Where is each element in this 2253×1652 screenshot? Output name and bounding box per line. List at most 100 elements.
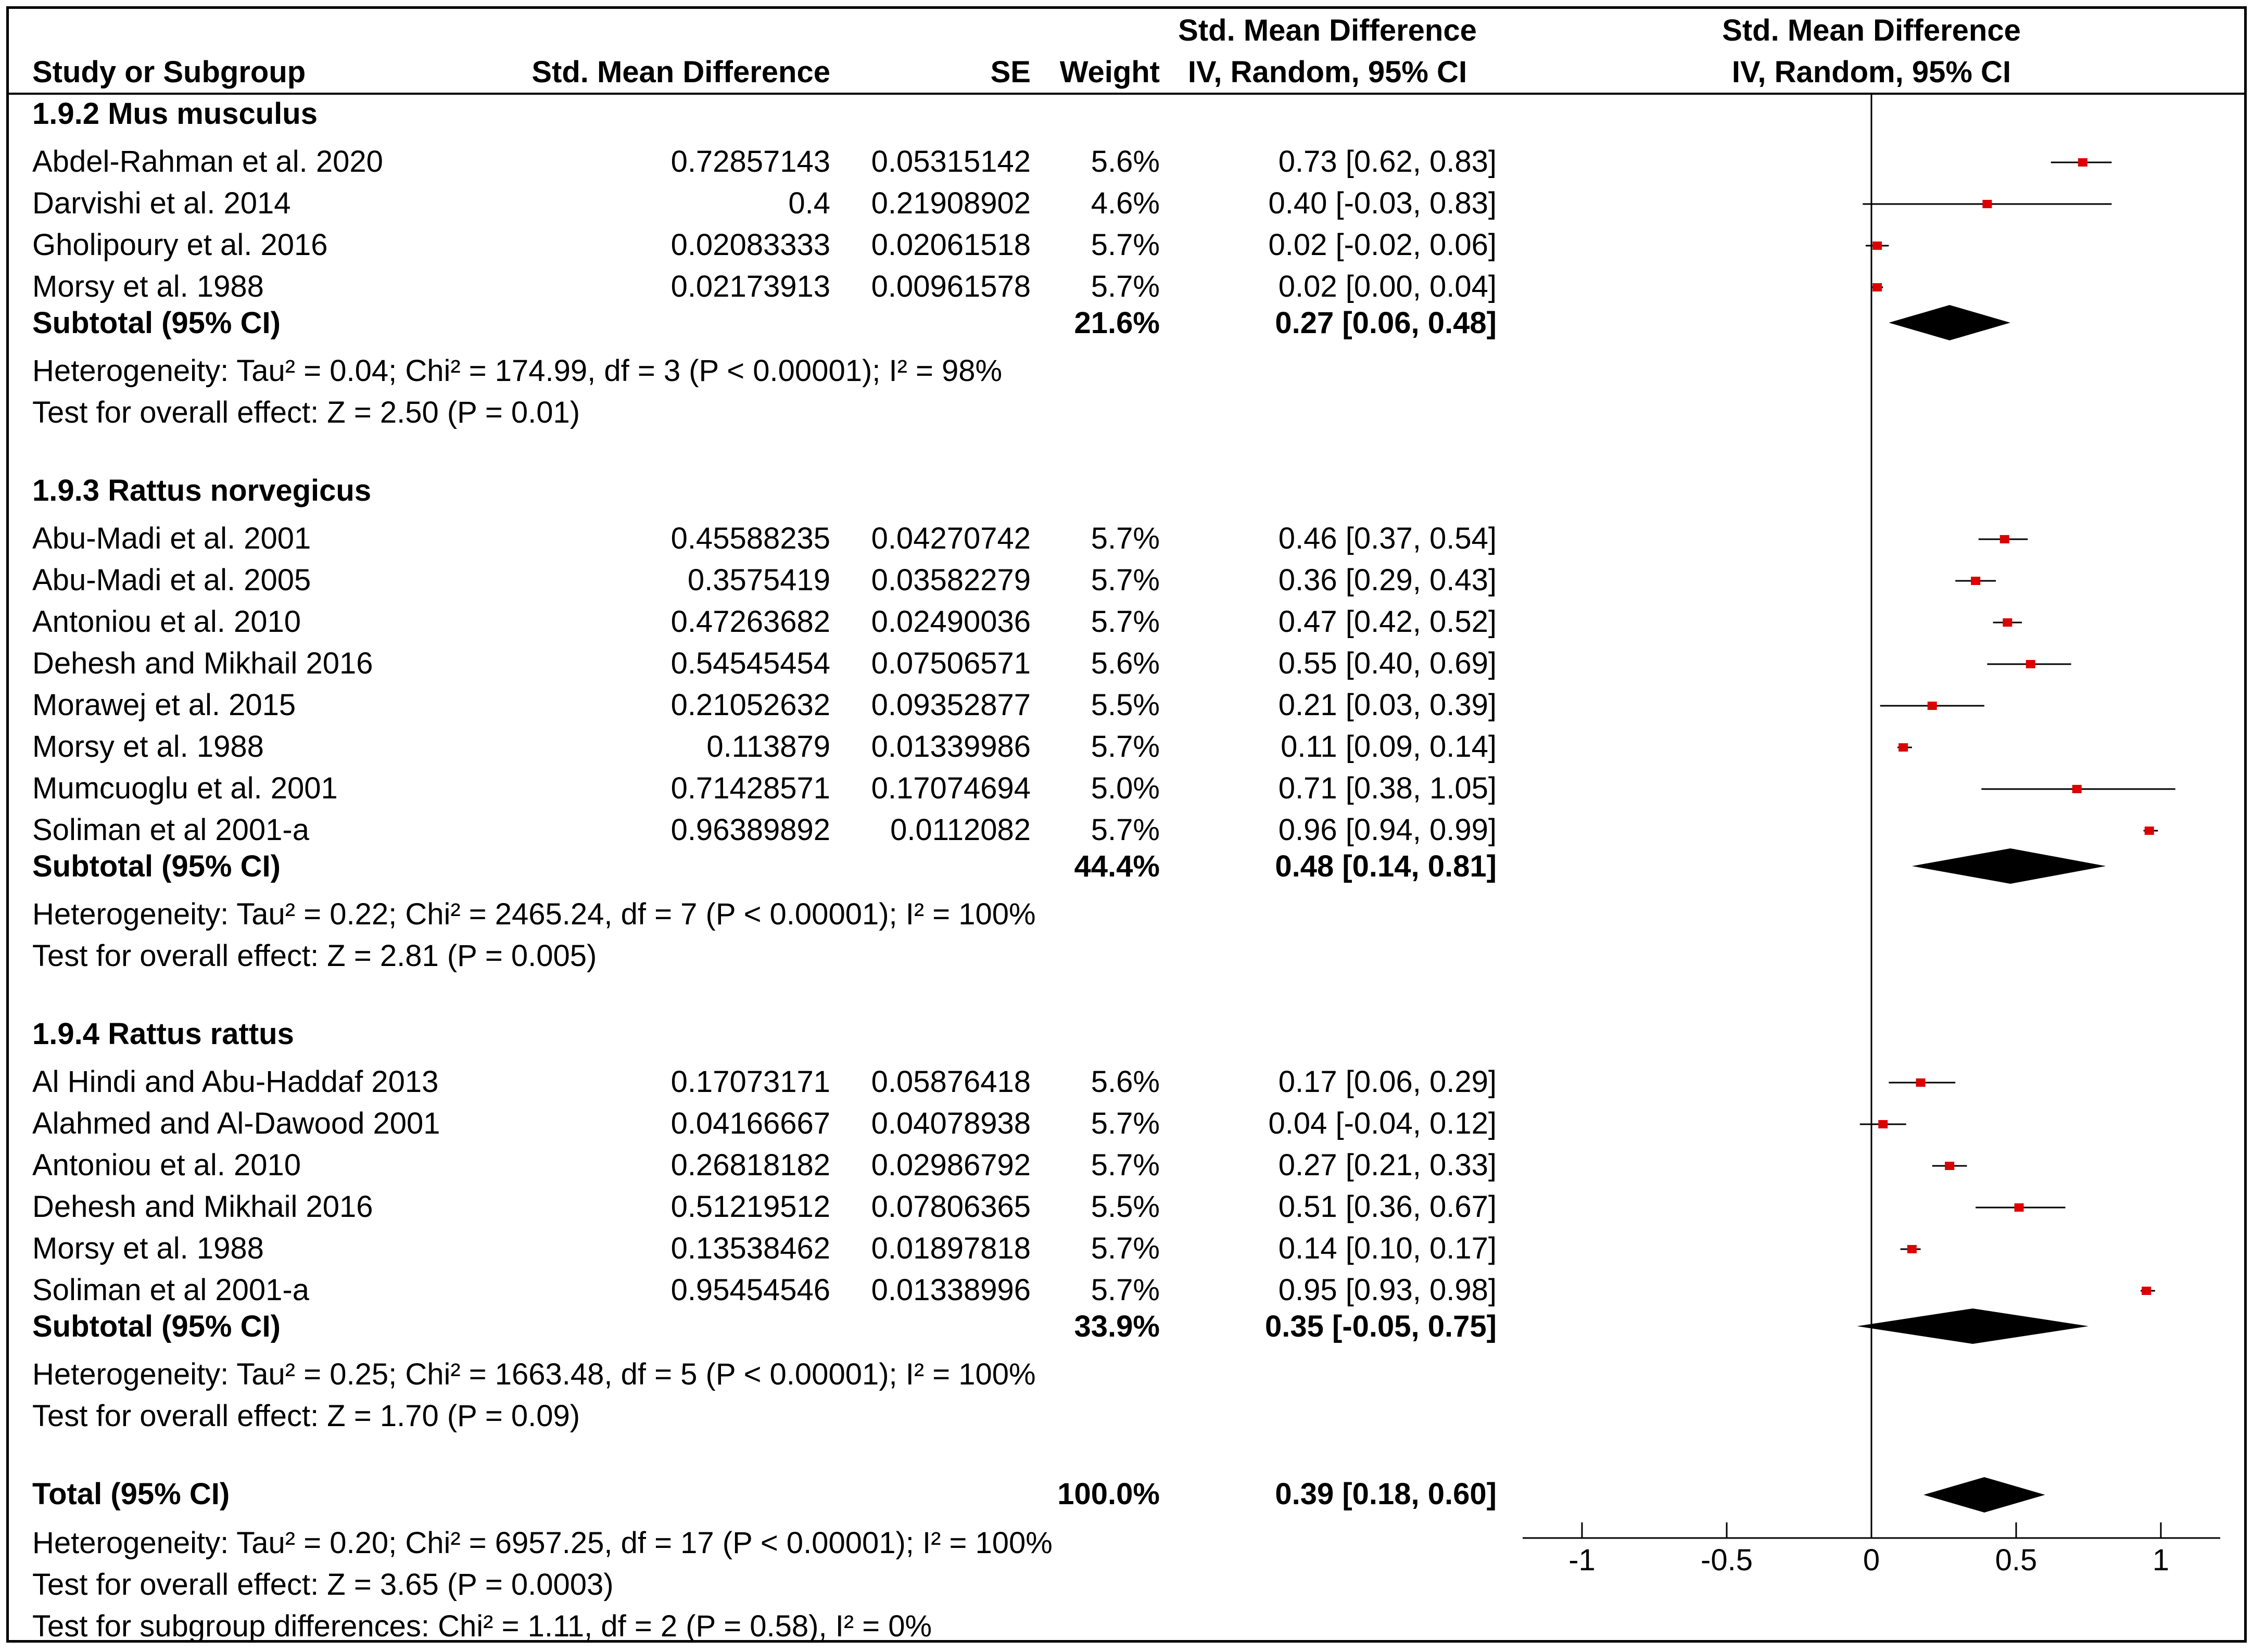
study-smd: 0.02173913: [671, 270, 830, 303]
overall-effect-text: Test for overall effect: Z = 2.81 (P = 0…: [32, 939, 597, 973]
study-ci: 0.02 [-0.02, 0.06]: [1268, 228, 1497, 262]
study-point: [1872, 242, 1882, 250]
study-smd: 0.17073171: [671, 1065, 830, 1099]
table-row: Alahmed and Al-Dawood 2001 0.04166667 0.…: [32, 1107, 1497, 1140]
heterogeneity-text: Heterogeneity: Tau² = 0.22; Chi² = 2465.…: [32, 897, 1036, 931]
table-row: Soliman et al 2001-a 0.96389892 0.011208…: [32, 813, 1497, 847]
header-ci-line2: IV, Random, 95% CI: [1188, 55, 1467, 89]
study-name: Abu-Madi et al. 2001: [32, 522, 311, 555]
study-point: [2072, 785, 2082, 793]
study-weight: 5.7%: [1091, 1273, 1160, 1307]
study-se: 0.01339986: [871, 730, 1031, 764]
study-ci: 0.55 [0.40, 0.69]: [1279, 646, 1497, 680]
study-name: Mumcuoglu et al. 2001: [32, 771, 338, 805]
study-weight: 5.6%: [1091, 646, 1160, 680]
study-se: 0.04270742: [871, 522, 1031, 555]
study-smd: 0.96389892: [671, 813, 830, 847]
study-smd: 0.4: [788, 186, 830, 220]
table-row: Soliman et al 2001-a 0.95454546 0.013389…: [32, 1273, 1497, 1307]
study-smd: 0.13538462: [671, 1231, 830, 1265]
study-weight: 5.0%: [1091, 771, 1160, 805]
subtotal-weight: 33.9%: [1074, 1310, 1160, 1343]
table-row: Morsy et al. 1988 0.113879 0.01339986 5.…: [32, 730, 1497, 764]
study-smd: 0.04166667: [671, 1107, 830, 1140]
table-row: Abu-Madi et al. 2001 0.45588235 0.042707…: [32, 522, 1497, 555]
x-axis-tick-label: 0: [1863, 1543, 1880, 1577]
plot-area: -1 -0.5 0 0.5 1: [1523, 94, 2220, 1577]
study-ci: 0.71 [0.38, 1.05]: [1279, 771, 1497, 805]
table-row: Antoniou et al. 2010 0.26818182 0.029867…: [32, 1148, 1497, 1182]
study-point: [1945, 1162, 1955, 1170]
study-weight: 4.6%: [1091, 186, 1160, 220]
subgroup-difference-text: Test for subgroup differences: Chi² = 1.…: [32, 1609, 932, 1643]
study-point: [2003, 618, 2012, 627]
x-axis-tick-label: -0.5: [1701, 1543, 1753, 1577]
study-name: Soliman et al 2001-a: [32, 813, 310, 847]
total-row: Total (95% CI) 100.0% 0.39 [0.18, 0.60]: [32, 1477, 1497, 1511]
total-label: Total (95% CI): [32, 1477, 230, 1511]
study-point: [1982, 200, 1992, 208]
study-ci: 0.11 [0.09, 0.14]: [1281, 730, 1497, 764]
total-overall-effect-text: Test for overall effect: Z = 3.65 (P = 0…: [32, 1568, 614, 1602]
study-smd: 0.47263682: [671, 605, 830, 639]
study-smd: 0.45588235: [671, 522, 830, 555]
study-smd: 0.54545454: [671, 646, 830, 680]
study-name: Morsy et al. 1988: [32, 270, 264, 303]
study-name: Morsy et al. 1988: [32, 730, 264, 764]
study-smd: 0.26818182: [671, 1148, 830, 1182]
study-point: [1999, 535, 2009, 543]
study-point: [2142, 1287, 2151, 1295]
study-weight: 5.7%: [1091, 813, 1160, 847]
study-point: [1971, 577, 1981, 585]
subtotal-ci: 0.48 [0.14, 0.81]: [1275, 849, 1497, 883]
total-ci: 0.39 [0.18, 0.60]: [1275, 1477, 1497, 1511]
study-point: [2026, 660, 2035, 668]
header-plot-line1: Std. Mean Difference: [1722, 14, 2021, 47]
subtotal-diamond: [1857, 1308, 2089, 1344]
study-point: [1916, 1078, 1926, 1087]
study-ci: 0.36 [0.29, 0.43]: [1279, 563, 1497, 597]
x-axis-tick-label: 0.5: [1995, 1543, 2037, 1577]
subtotal-label: Subtotal (95% CI): [32, 306, 281, 340]
study-se: 0.04078938: [871, 1107, 1031, 1140]
subtotal-ci: 0.35 [-0.05, 0.75]: [1265, 1310, 1497, 1343]
study-name: Morawej et al. 2015: [32, 688, 296, 722]
study-point: [2014, 1203, 2024, 1212]
header-plot-line2: IV, Random, 95% CI: [1732, 55, 2011, 89]
table-row: Dehesh and Mikhail 2016 0.54545454 0.075…: [32, 646, 1497, 680]
study-se: 0.17074694: [871, 771, 1031, 805]
study-weight: 5.7%: [1091, 522, 1160, 555]
study-se: 0.02061518: [871, 228, 1031, 262]
study-name: Alahmed and Al-Dawood 2001: [32, 1107, 440, 1140]
subgroup-title: 1.9.4 Rattus rattus: [32, 1017, 294, 1051]
table-row: Abu-Madi et al. 2005 0.3575419 0.0358227…: [32, 563, 1497, 597]
subtotal-row: Subtotal (95% CI) 33.9% 0.35 [-0.05, 0.7…: [32, 1310, 1497, 1343]
study-weight: 5.7%: [1091, 1107, 1160, 1140]
study-point: [2144, 827, 2154, 835]
study-weight: 5.7%: [1091, 1231, 1160, 1265]
table-row: Al Hindi and Abu-Haddaf 2013 0.17073171 …: [32, 1065, 1497, 1099]
study-point: [1927, 702, 1937, 710]
study-se: 0.03582279: [871, 563, 1031, 597]
total-diamond: [1923, 1477, 2045, 1513]
header-weight: Weight: [1060, 55, 1160, 89]
study-ci: 0.21 [0.03, 0.39]: [1279, 688, 1497, 722]
study-ci: 0.04 [-0.04, 0.12]: [1268, 1107, 1497, 1140]
study-point: [2078, 158, 2087, 167]
study-name: Dehesh and Mikhail 2016: [32, 646, 373, 680]
study-weight: 5.6%: [1091, 145, 1160, 179]
study-ci: 0.46 [0.37, 0.54]: [1279, 522, 1497, 555]
study-smd: 0.21052632: [671, 688, 830, 722]
header-ci-line1: Std. Mean Difference: [1178, 14, 1477, 47]
table-row: Darvishi et al. 2014 0.4 0.21908902 4.6%…: [32, 186, 1497, 220]
study-se: 0.0112082: [890, 813, 1031, 847]
subgroup-title: 1.9.2 Mus musculus: [32, 97, 318, 131]
study-weight: 5.7%: [1091, 270, 1160, 303]
study-name: Antoniou et al. 2010: [32, 1148, 301, 1182]
study-se: 0.07506571: [871, 646, 1031, 680]
subtotal-label: Subtotal (95% CI): [32, 849, 281, 883]
study-smd: 0.113879: [706, 730, 830, 764]
study-name: Al Hindi and Abu-Haddaf 2013: [32, 1065, 438, 1099]
study-se: 0.21908902: [871, 186, 1031, 220]
study-point: [1878, 1120, 1888, 1128]
